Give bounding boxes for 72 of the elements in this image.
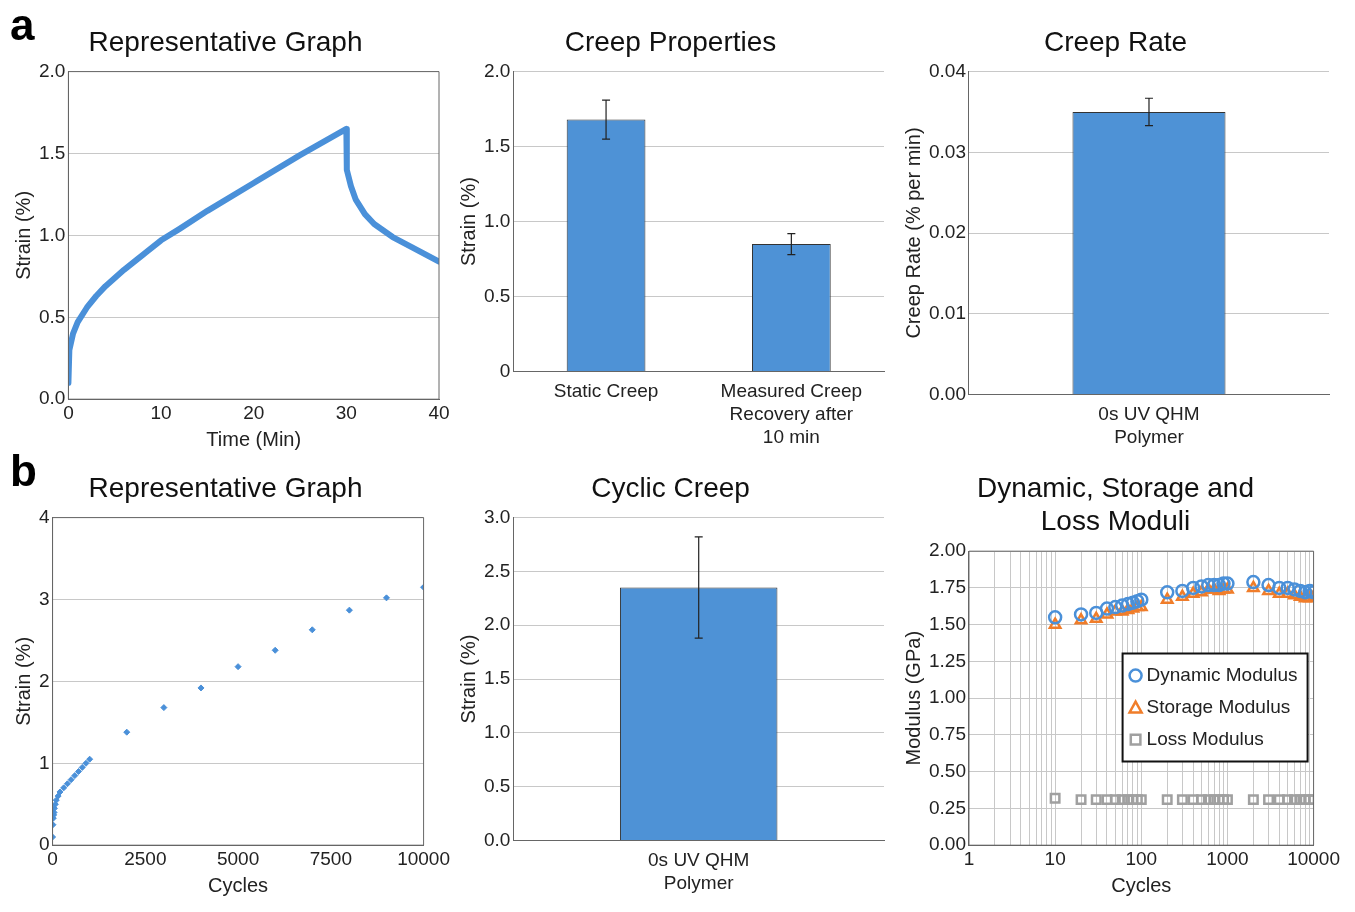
- y-axis-title: Strain (%): [11, 190, 34, 280]
- y-tick-label: 2.0: [483, 59, 511, 81]
- y-tick-label: 0.5: [483, 774, 511, 796]
- y-tick-label: 1: [38, 751, 50, 773]
- chart-title: Dynamic, Storage and Loss Moduli: [976, 471, 1255, 537]
- x-tick-label: 0s UV QHM Polymer: [648, 849, 750, 893]
- y-tick-label: 1.5: [483, 134, 511, 156]
- chart-title: Representative Graph: [88, 471, 363, 503]
- y-tick-label: 0.25: [929, 796, 966, 818]
- y-tick-label: 2.5: [483, 559, 511, 581]
- y-tick-label: 0.04: [929, 59, 967, 81]
- y-tick-label: 0.75: [929, 723, 966, 745]
- x-axis-title: Time (Min): [206, 427, 302, 450]
- y-tick-label: 2.0: [38, 59, 66, 81]
- y-tick-label: 3.0: [483, 505, 511, 527]
- y-axis-title: Strain (%): [456, 177, 479, 267]
- x-tick-label: 1000: [1206, 847, 1249, 869]
- y-tick-label: 2.00: [929, 539, 966, 561]
- y-tick-label: 1.00: [929, 686, 966, 708]
- y-axis-title: Strain (%): [11, 636, 34, 726]
- y-tick-label: 0.03: [929, 140, 966, 162]
- chart-title: Creep Properties: [564, 25, 777, 57]
- y-tick-label: 0: [38, 833, 50, 855]
- x-tick-label: 2500: [124, 847, 167, 869]
- y-axis-title: Creep Rate (% per min): [901, 127, 924, 339]
- x-tick-label: Measured Creep Recovery after 10 min: [720, 380, 863, 447]
- y-tick-label: 1.50: [929, 612, 966, 634]
- x-tick-label: 30: [335, 401, 357, 423]
- x-tick-label: 5000: [216, 847, 260, 869]
- y-tick-label: 1.5: [38, 141, 66, 163]
- y-tick-label: 0.02: [929, 221, 966, 243]
- legend-label: Dynamic Modulus: [1146, 663, 1298, 685]
- x-tick-label: 10: [150, 401, 172, 423]
- y-tick-label: 3: [38, 587, 50, 609]
- y-tick-label: 0.00: [929, 833, 966, 855]
- chart-title: Creep Rate: [1043, 25, 1188, 57]
- x-tick-label: 0s UV QHM Polymer: [1098, 403, 1200, 447]
- x-tick-label: 10000: [1287, 847, 1340, 869]
- y-tick-label: 0.5: [38, 305, 66, 327]
- legend-label: Loss Modulus: [1146, 727, 1264, 749]
- y-tick-label: 0.0: [483, 828, 511, 850]
- y-tick-label: 2: [38, 669, 50, 691]
- x-tick-label: 100: [1125, 847, 1158, 869]
- y-tick-label: 1.0: [38, 223, 66, 245]
- x-tick-label: 7500: [309, 847, 352, 869]
- y-tick-label: 0.0: [38, 387, 66, 409]
- x-axis-title: Cycles: [208, 873, 269, 896]
- y-tick-label: 1.75: [929, 576, 966, 598]
- x-tick-label: 20: [243, 401, 265, 423]
- text: b: [10, 446, 37, 496]
- y-tick-label: 1.0: [483, 209, 511, 231]
- y-tick-label: 1.25: [929, 649, 966, 671]
- x-axis-title: Cycles: [1111, 873, 1172, 896]
- y-tick-label: 1.0: [483, 721, 511, 743]
- y-tick-label: 1.5: [483, 667, 511, 689]
- y-tick-label: 0.00: [929, 382, 966, 404]
- y-axis-title: Strain (%): [456, 634, 479, 724]
- y-tick-label: 2.0: [483, 613, 511, 635]
- x-tick-label: 10000: [397, 847, 450, 869]
- x-tick-label: 10: [1044, 847, 1066, 869]
- chart-title: Representative Graph: [88, 25, 363, 57]
- y-tick-label: 0: [499, 359, 511, 381]
- x-tick-label: 40: [428, 401, 450, 423]
- chart-title: Cyclic Creep: [591, 471, 750, 503]
- y-tick-label: 0.01: [929, 301, 966, 323]
- x-tick-label: Static Creep: [553, 380, 659, 402]
- y-tick-label: 0.5: [483, 284, 511, 306]
- y-tick-label: 4: [38, 505, 50, 527]
- text: a: [10, 0, 35, 50]
- y-tick-label: 0.50: [929, 759, 966, 781]
- y-axis-title: Modulus (GPa): [901, 630, 924, 766]
- legend-label: Storage Modulus: [1146, 695, 1291, 717]
